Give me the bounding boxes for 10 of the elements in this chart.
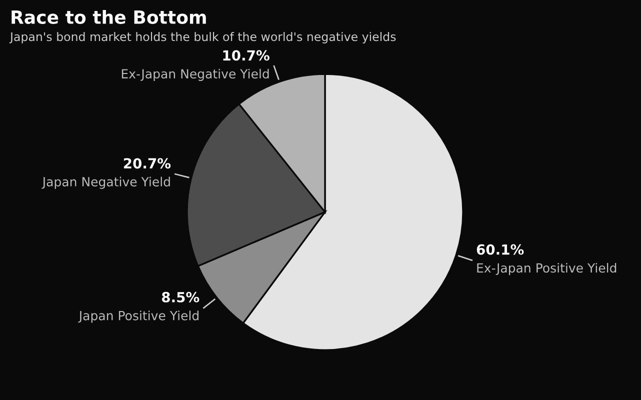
chart-subtitle: Japan's bond market holds the bulk of the world's negative yields xyxy=(9,32,396,44)
data-label: 20.7% xyxy=(124,158,171,169)
slice-label: Ex-Japan Positive Yield xyxy=(477,262,616,276)
slice-label: Ex-Japan Negative Yield xyxy=(122,68,269,81)
slice-label: Japan Positive Yield xyxy=(78,310,198,323)
data-label: 60.1% xyxy=(476,244,524,255)
data-label: 10.7% xyxy=(223,50,270,61)
chart-title: Race to the Bottom xyxy=(12,10,206,24)
slice-label: Japan Negative Yield xyxy=(42,176,170,189)
data-label: 8.5% xyxy=(162,292,200,302)
